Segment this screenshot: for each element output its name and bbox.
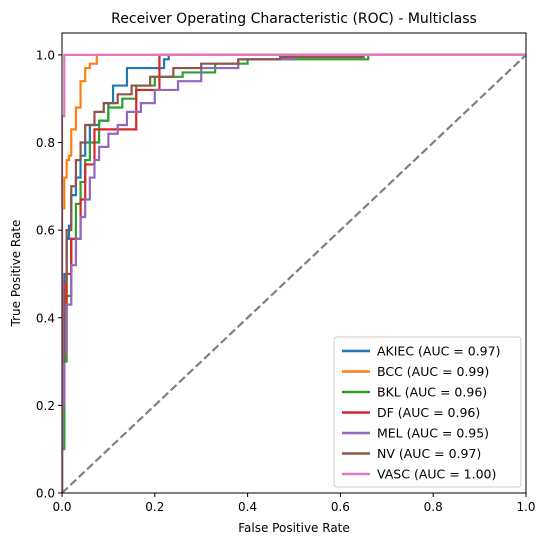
series-line-2 bbox=[62, 53, 526, 493]
legend: AKIEC (AUC = 0.97) BCC (AUC = 0.99) BKL (A… bbox=[333, 336, 522, 488]
legend-box bbox=[333, 336, 522, 488]
diagonal-layer bbox=[61, 54, 527, 494]
x-axis-label: False Positive Rate bbox=[238, 521, 350, 535]
legend-label: AKIEC (AUC = 0.97) bbox=[377, 344, 500, 359]
legend-item: AKIEC (AUC = 0.97) bbox=[342, 344, 500, 359]
series-line-4 bbox=[62, 53, 526, 493]
legend-item: DF (AUC = 0.96) bbox=[342, 405, 480, 420]
y-axis-label: True Positive Rate bbox=[9, 220, 23, 328]
chart-title: Receiver Operating Characteristic (ROC) … bbox=[111, 11, 477, 27]
legend-item: NV (AUC = 0.97) bbox=[342, 446, 481, 461]
x-tick-label: 1.0 bbox=[516, 500, 535, 514]
legend-label: VASC (AUC = 1.00) bbox=[377, 467, 496, 482]
x-axis: 0.0 0.2 0.4 0.6 0.8 1.0 bbox=[52, 493, 536, 514]
y-axis: 0.0 0.2 0.4 0.6 0.8 1.0 bbox=[36, 48, 62, 501]
series-line-6 bbox=[62, 53, 526, 493]
y-tick-label: 0.0 bbox=[36, 487, 55, 501]
plot-frame bbox=[61, 32, 527, 494]
y-tick-label: 1.0 bbox=[36, 48, 55, 62]
legend-label: DF (AUC = 0.96) bbox=[377, 405, 480, 420]
series-line-5 bbox=[62, 53, 526, 493]
y-tick-label: 0.2 bbox=[36, 399, 55, 413]
plot-area bbox=[61, 32, 527, 494]
y-tick-label: 0.4 bbox=[36, 311, 55, 325]
y-tick-label: 0.8 bbox=[36, 136, 55, 150]
x-tick-label: 0.2 bbox=[145, 500, 164, 514]
series-layer bbox=[62, 53, 526, 493]
x-tick-label: 0.8 bbox=[424, 500, 443, 514]
legend-label: BKL (AUC = 0.96) bbox=[377, 385, 487, 400]
legend-item: MEL (AUC = 0.95) bbox=[342, 426, 489, 441]
legend-label: BCC (AUC = 0.99) bbox=[377, 364, 489, 379]
y-tick-label: 0.6 bbox=[36, 224, 55, 238]
x-tick-label: 0.0 bbox=[52, 500, 71, 514]
legend-item: BCC (AUC = 0.99) bbox=[342, 364, 489, 379]
diagonal-reference-line bbox=[61, 54, 527, 494]
series-line-1 bbox=[62, 53, 526, 493]
x-tick-label: 0.6 bbox=[331, 500, 350, 514]
legend-item: VASC (AUC = 1.00) bbox=[342, 467, 496, 482]
legend-item: BKL (AUC = 0.96) bbox=[342, 385, 487, 400]
legend-label: NV (AUC = 0.97) bbox=[377, 446, 481, 461]
x-tick-label: 0.4 bbox=[238, 500, 257, 514]
legend-label: MEL (AUC = 0.95) bbox=[377, 426, 489, 441]
